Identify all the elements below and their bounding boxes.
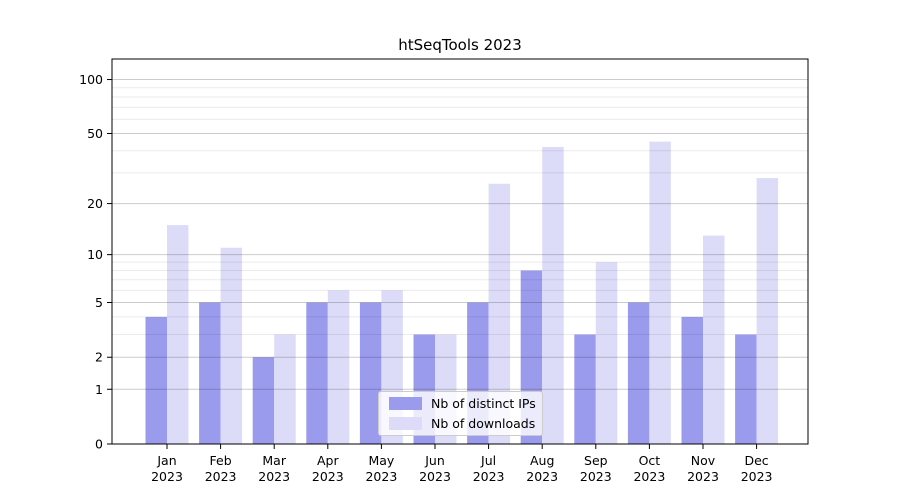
chart-title: htSeqTools 2023 <box>398 36 522 54</box>
bar-downloads-oct <box>649 141 671 444</box>
x-tick-label: Oct <box>639 453 661 468</box>
legend-swatch-downloads-icon <box>389 417 422 430</box>
x-tick-label: Feb <box>210 453 232 468</box>
x-tick-label: Mar <box>262 453 286 468</box>
y-tick-label: 0 <box>95 437 103 452</box>
x-tick-label-year: 2023 <box>312 469 344 484</box>
x-tick-label: Jul <box>480 453 496 468</box>
x-tick-label-year: 2023 <box>633 469 665 484</box>
x-tick-label-year: 2023 <box>687 469 719 484</box>
x-tick-label-year: 2023 <box>205 469 237 484</box>
x-tick-label-year: 2023 <box>365 469 397 484</box>
bar-downloads-aug <box>542 146 564 445</box>
bar-ips-jan <box>145 316 167 444</box>
x-tick-label-year: 2023 <box>419 469 451 484</box>
x-tick-label-year: 2023 <box>526 469 558 484</box>
plot-border <box>111 58 809 445</box>
y-tick-label: 20 <box>87 196 103 211</box>
x-tick-label-year: 2023 <box>741 469 773 484</box>
legend-swatch-ips-icon <box>389 397 422 410</box>
x-tick-label-year: 2023 <box>151 469 183 484</box>
legend-row-downloads: Nb of downloads <box>389 416 542 431</box>
y-tick-label: 100 <box>79 72 103 87</box>
bar-downloads-jul <box>488 183 511 444</box>
legend-label-ips: Nb of distinct IPs <box>431 396 536 411</box>
bar-ips-nov <box>681 316 703 444</box>
x-tick-label-year: 2023 <box>258 469 290 484</box>
x-tick-label: Apr <box>317 453 339 468</box>
x-tick-label: Jan <box>156 453 176 468</box>
y-tick-label: 50 <box>87 126 103 141</box>
bar-ips-oct <box>627 302 650 444</box>
bar-downloads-feb <box>220 247 243 444</box>
bar-downloads-mar <box>274 334 296 444</box>
x-tick-label: May <box>368 453 394 468</box>
bar-ips-dec <box>735 334 757 444</box>
y-tick-label: 10 <box>87 247 103 262</box>
bar-downloads-apr <box>327 290 350 444</box>
y-tick-label: 2 <box>95 350 103 365</box>
x-tick-label-year: 2023 <box>580 469 612 484</box>
x-tick-label-year: 2023 <box>473 469 505 484</box>
bar-ips-may <box>359 302 382 444</box>
x-tick-label: Dec <box>744 453 768 468</box>
bar-ips-apr <box>306 302 328 444</box>
bar-ips-feb <box>199 302 221 444</box>
bar-ips-sep <box>574 334 596 444</box>
legend: Nb of distinct IPs Nb of downloads <box>378 391 543 436</box>
bar-downloads-nov <box>703 235 725 444</box>
x-tick-label: Aug <box>530 453 554 468</box>
y-tick-label: 5 <box>95 295 103 310</box>
x-tick-label: Sep <box>584 453 608 468</box>
bar-downloads-jan <box>167 225 189 444</box>
legend-label-downloads: Nb of downloads <box>431 416 536 431</box>
y-tick-label: 1 <box>95 382 103 397</box>
bar-ips-mar <box>252 357 275 444</box>
x-tick-label: Nov <box>691 453 716 468</box>
legend-row-ips: Nb of distinct IPs <box>389 396 542 411</box>
x-tick-label: Jun <box>424 453 445 468</box>
bar-downloads-dec <box>756 178 779 444</box>
bar-downloads-sep <box>595 262 618 444</box>
